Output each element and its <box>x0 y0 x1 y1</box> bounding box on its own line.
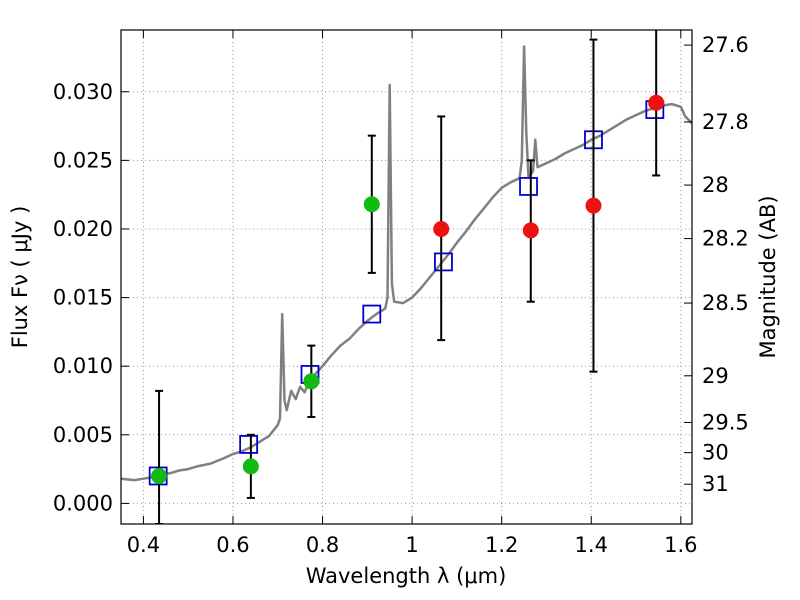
model-photometry-box <box>362 304 382 324</box>
magnitude-tick-label: 29.5 <box>702 410 749 434</box>
plot-background <box>121 30 692 524</box>
magnitude-tick-label: 27.6 <box>702 33 749 57</box>
x-tick-label: 0.4 <box>127 533 160 557</box>
plot-frame <box>120 29 693 525</box>
y-tick-label: 0.025 <box>53 148 113 172</box>
observed-flux-point <box>303 373 320 390</box>
x-tick-label: 1 <box>405 533 418 557</box>
magnitude-tick-label: 30 <box>702 441 729 465</box>
y-tick-label: 0.020 <box>53 217 113 241</box>
observed-flux-point <box>585 197 602 214</box>
model-photometry-box <box>519 177 538 196</box>
magnitude-tick-label: 27.8 <box>702 110 749 134</box>
x-axis-title: Wavelength λ (μm) <box>306 564 507 588</box>
x-tick-label: 1.4 <box>575 533 608 557</box>
observed-flux-point <box>363 196 380 213</box>
y-axis-title-left: Flux Fν ( μJy ) <box>8 206 32 349</box>
observed-flux-point <box>433 220 450 237</box>
y-tick-label: 0.005 <box>53 423 113 447</box>
model-photometry-box <box>434 252 453 272</box>
observed-flux-point <box>522 222 539 239</box>
data-layer <box>121 30 692 524</box>
observed-flux-point <box>242 458 259 475</box>
x-tick-label: 1.2 <box>485 533 518 557</box>
y-tick-label: 0.015 <box>53 286 113 310</box>
model-spectrum-line <box>121 45 692 482</box>
observed-flux-point <box>151 467 168 484</box>
x-tick-label: 0.8 <box>306 533 339 557</box>
observed-flux-point <box>648 94 665 111</box>
magnitude-tick-label: 31 <box>702 472 729 496</box>
magnitude-tick-label: 28 <box>702 173 729 197</box>
magnitude-tick-label: 28.2 <box>702 227 749 251</box>
y-tick-label: 0.010 <box>53 354 113 378</box>
model-photometry-box <box>239 435 259 454</box>
magnitude-tick-label: 28.5 <box>702 291 749 315</box>
y-axis-title-right: Magnitude (AB) <box>756 195 780 358</box>
magnitude-tick-label: 29 <box>702 364 729 388</box>
x-tick-label: 0.6 <box>216 533 249 557</box>
y-tick-label: 0.030 <box>53 80 113 104</box>
y-tick-label: 0.000 <box>53 491 113 515</box>
axis-ticks: 0.4 0.6 0.8 1 1.2 1.4 1.6 0.000 0.005 0.010 0.015 0… <box>53 30 749 557</box>
x-tick-label: 1.6 <box>664 533 697 557</box>
